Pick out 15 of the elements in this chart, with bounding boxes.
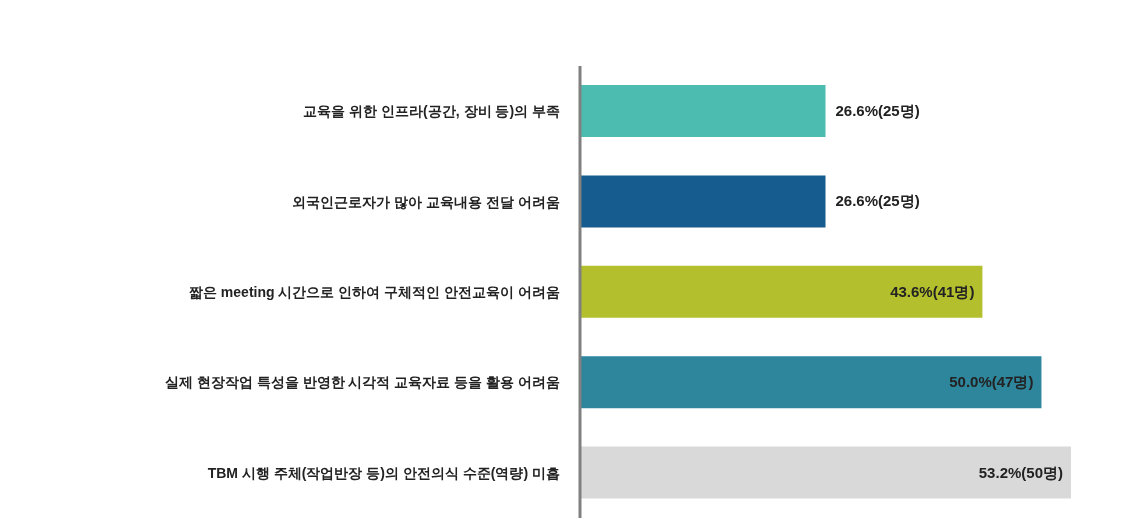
bar bbox=[580, 175, 826, 228]
data-label: 43.6%(41명) bbox=[890, 282, 975, 300]
data-label: 26.6%(25명) bbox=[835, 192, 920, 210]
y-tick-label: 실제 현장작업 특성을 반영한 시각적 교육자료 등을 활용 어려움 bbox=[164, 374, 560, 391]
data-label: 50.0%(47명) bbox=[949, 373, 1034, 391]
bar bbox=[580, 85, 826, 137]
bar bbox=[580, 265, 983, 318]
bar bbox=[580, 446, 1071, 499]
y-tick-label: 외국인근로자가 많아 교육내용 전달 어려움 bbox=[292, 193, 560, 210]
y-tick-label: 짧은 meeting 시간으로 인하여 구체적인 안전교육이 어려움 bbox=[188, 283, 560, 300]
data-label: 53.2%(50명) bbox=[978, 463, 1063, 481]
data-label: 26.6%(25명) bbox=[835, 102, 920, 119]
y-tick-label: 교육을 위한 인프라(공간, 장비 등)의 부족 bbox=[303, 103, 560, 120]
y-tick-label: TBM 시행 주체(작업반장 등)의 안전의식 수준(역량) 미흡 bbox=[207, 464, 560, 481]
bar bbox=[580, 356, 1042, 409]
